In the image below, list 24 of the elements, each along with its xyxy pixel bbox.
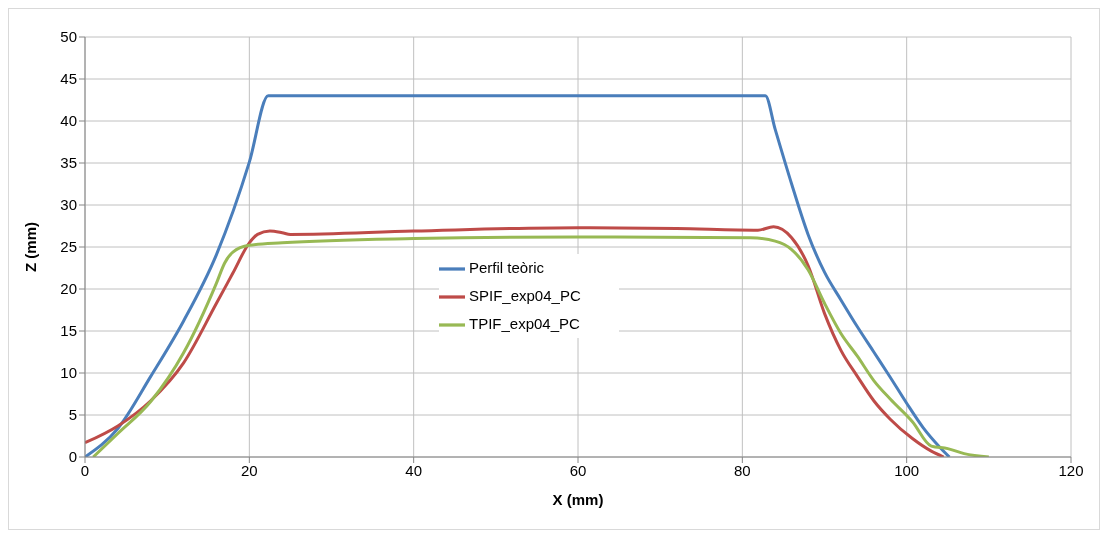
y-tick-label: 30 — [60, 196, 77, 214]
x-tick-label: 0 — [80, 461, 90, 479]
y-tick-label: 15 — [60, 322, 77, 340]
x-tick-label: 120 — [1058, 461, 1084, 479]
x-tick-label: 40 — [405, 461, 423, 479]
y-tick-label: 25 — [60, 238, 77, 256]
x-tick-label: 20 — [240, 461, 258, 479]
x-tick-label: 100 — [894, 461, 920, 479]
y-tick-label: 20 — [60, 280, 77, 298]
legend-label: Perfil teòric — [469, 259, 545, 276]
y-tick-label: 35 — [60, 154, 77, 172]
y-tick-label: 40 — [60, 112, 77, 130]
legend-label: SPIF_exp04_PC — [469, 287, 581, 305]
y-tick-label: 0 — [68, 448, 77, 466]
y-tick-label: 45 — [60, 70, 77, 88]
y-tick-label: 50 — [60, 28, 77, 46]
x-tick-label: 60 — [569, 461, 587, 479]
line-series — [85, 94, 951, 457]
legend-label: TPIF_exp04_PC — [469, 315, 580, 333]
y-tick-label: 10 — [60, 364, 77, 382]
y-tick-label: 5 — [68, 406, 77, 424]
x-tick-label: 80 — [733, 461, 751, 479]
y-axis-title: Z (mm) — [22, 222, 40, 272]
x-axis-title: X (mm) — [552, 491, 604, 508]
